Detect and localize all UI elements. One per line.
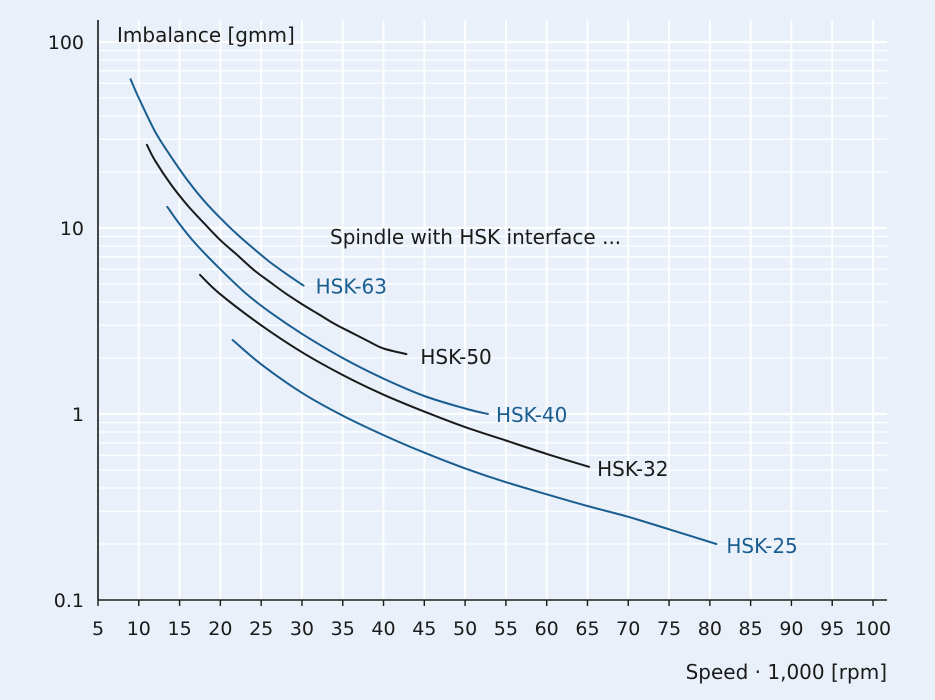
x-tick-label: 90 <box>779 618 803 640</box>
series-line-hsk-40 <box>166 205 489 415</box>
x-tick-label: 35 <box>331 618 355 640</box>
x-tick-label: 10 <box>127 618 151 640</box>
series-label-hsk-40: HSK-40 <box>496 403 567 427</box>
x-tick-label: 95 <box>820 618 844 640</box>
series-label-hsk-50: HSK-50 <box>420 345 491 369</box>
y-tick-label: 1 <box>72 404 84 426</box>
grid-minor <box>98 49 887 545</box>
x-tick-label: 85 <box>739 618 763 640</box>
x-tick-label: 65 <box>575 618 599 640</box>
x-tick-label: 70 <box>616 618 640 640</box>
x-tick-label: 40 <box>371 618 395 640</box>
axes <box>97 20 887 606</box>
x-tick-label: 55 <box>494 618 518 640</box>
x-tick-label: 60 <box>535 618 559 640</box>
series-line-hsk-25 <box>231 339 718 545</box>
x-tick-label: 5 <box>92 618 104 640</box>
x-tick-label: 30 <box>290 618 314 640</box>
x-tick-labels: 5 10 15 20 25 30 35 40 45 50 55 60 65 70 75 80 85 90 95 100 <box>92 618 891 640</box>
y-tick-labels: 0.1 1 10 100 <box>48 32 84 612</box>
x-tick-label: 80 <box>698 618 722 640</box>
grid-major <box>98 20 887 602</box>
x-tick-label: 50 <box>453 618 477 640</box>
x-tick-label: 20 <box>208 618 232 640</box>
y-tick-label: 100 <box>48 32 84 54</box>
series-label-hsk-63: HSK-63 <box>316 275 387 299</box>
y-tick-label: 0.1 <box>54 590 84 612</box>
y-axis-title: Imbalance [gmm] <box>117 23 295 47</box>
y-tick-label: 10 <box>60 218 84 240</box>
x-tick-label: 45 <box>412 618 436 640</box>
x-tick-label: 15 <box>167 618 191 640</box>
x-tick-label: 75 <box>657 618 681 640</box>
series-labels: HSK-63 HSK-50 HSK-40 HSK-32 HSK-25 <box>316 275 798 558</box>
series-line-hsk-50 <box>145 143 408 356</box>
x-tick-label: 25 <box>249 618 273 640</box>
series-line-hsk-63 <box>129 78 305 287</box>
series-line-hsk-32 <box>199 273 591 468</box>
chart-annotation: Spindle with HSK interface ... <box>330 225 621 249</box>
x-axis-title: Speed · 1,000 [rpm] <box>686 660 887 684</box>
series-lines <box>129 78 718 545</box>
x-tick-label: 100 <box>855 618 891 640</box>
series-label-hsk-32: HSK-32 <box>597 457 668 481</box>
series-label-hsk-25: HSK-25 <box>726 534 797 558</box>
